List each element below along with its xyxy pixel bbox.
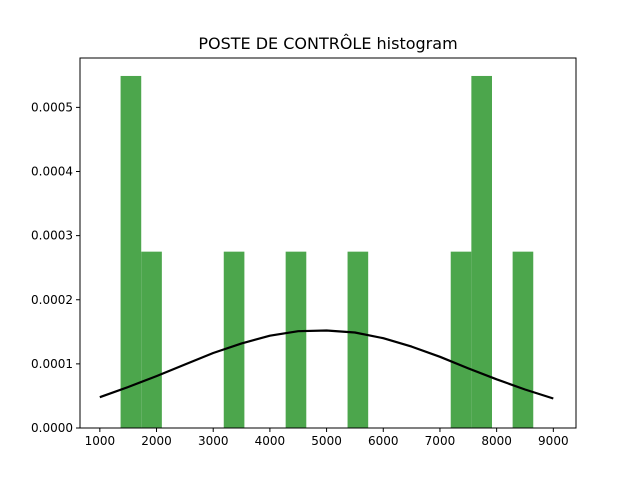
x-tick-label: 7000 xyxy=(425,434,456,448)
histogram-bar-6 xyxy=(471,75,492,428)
x-axis: 1000 2000 3000 4000 5000 6000 7000 8000 9000 xyxy=(85,428,569,448)
x-tick-label: 5000 xyxy=(311,434,342,448)
density-curve xyxy=(99,329,554,400)
x-tick-label: 4000 xyxy=(255,434,286,448)
y-tick-label: 0.0004 xyxy=(31,165,73,179)
y-tick-label: 0.0003 xyxy=(31,229,73,243)
x-tick-label: 9000 xyxy=(538,434,569,448)
x-tick-label: 1000 xyxy=(85,434,116,448)
y-tick-label: 0.0005 xyxy=(31,100,73,114)
y-axis: 0.0000 0.0001 0.0002 0.0003 0.0004 0.0005 xyxy=(31,100,80,435)
histogram-bar-5 xyxy=(450,251,472,428)
x-tick-label: 6000 xyxy=(368,434,399,448)
histogram-bar-0 xyxy=(120,75,142,428)
y-tick-label: 0.0001 xyxy=(31,357,73,371)
histogram-bar-7 xyxy=(512,251,534,428)
histogram-bar-2 xyxy=(223,251,245,428)
histogram-bar-3 xyxy=(285,251,307,428)
histogram-bar-1 xyxy=(141,251,162,428)
histogram-bar-4 xyxy=(347,251,369,428)
x-tick-label: 2000 xyxy=(141,434,172,448)
plot-frame xyxy=(79,57,577,429)
x-tick-label: 8000 xyxy=(481,434,512,448)
chart-title: POSTE DE CONTRÔLE histogram xyxy=(198,34,457,53)
y-tick-label: 0.0002 xyxy=(31,293,73,307)
x-tick-label: 3000 xyxy=(198,434,229,448)
y-tick-label: 0.0000 xyxy=(31,421,73,435)
